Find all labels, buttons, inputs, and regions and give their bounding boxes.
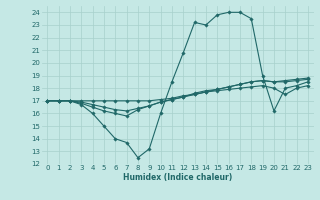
X-axis label: Humidex (Indice chaleur): Humidex (Indice chaleur) <box>123 173 232 182</box>
